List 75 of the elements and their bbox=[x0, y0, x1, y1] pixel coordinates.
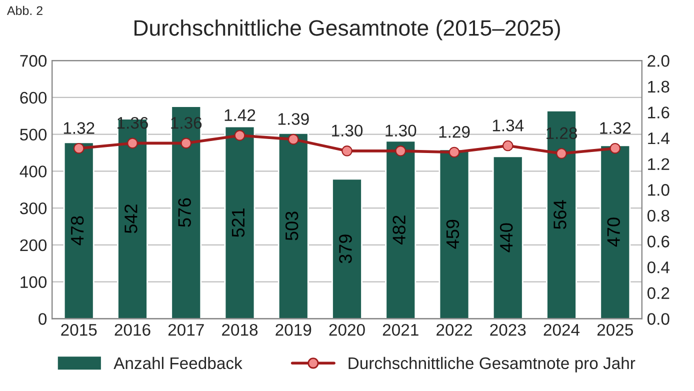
x-tick-label: 2021 bbox=[382, 324, 418, 336]
y2-tick-label: 1.2 bbox=[648, 158, 670, 170]
data-label: 1.34 bbox=[492, 120, 524, 132]
x-tick-label: 2025 bbox=[597, 324, 633, 336]
bar bbox=[224, 126, 256, 319]
y-tick-label: 200 bbox=[20, 239, 47, 252]
data-label: 459 bbox=[446, 220, 460, 249]
data-label: 1.30 bbox=[332, 124, 363, 137]
point bbox=[395, 146, 406, 156]
data-label: 1.32 bbox=[64, 122, 94, 134]
data-label: 576 bbox=[178, 198, 191, 227]
y-tick-label: 300 bbox=[20, 202, 47, 214]
bar bbox=[117, 118, 148, 319]
bar bbox=[332, 178, 362, 319]
x-tick-label: 2023 bbox=[490, 324, 526, 336]
x-tick-label: 2024 bbox=[544, 324, 580, 336]
point bbox=[73, 142, 84, 154]
data-label: 1.30 bbox=[386, 124, 416, 137]
y2-tick-label: 2.0 bbox=[648, 55, 670, 67]
data-label: 1.29 bbox=[439, 126, 470, 138]
y2-tick-label: 1.0 bbox=[648, 184, 670, 196]
data-label: 503 bbox=[285, 212, 298, 240]
y2-tick-label: 0.4 bbox=[647, 261, 670, 274]
legend-label: Anzahl Feedback bbox=[114, 356, 242, 370]
x-tick-label: 2022 bbox=[436, 324, 472, 336]
data-label: 478 bbox=[70, 216, 84, 246]
x-tick-label: 2020 bbox=[329, 324, 365, 336]
point bbox=[234, 130, 246, 141]
y-tick-label: 100 bbox=[20, 276, 47, 288]
data-label: 1.32 bbox=[600, 122, 631, 134]
bar bbox=[438, 148, 470, 319]
data-label: 1.42 bbox=[224, 109, 256, 121]
data-label: 542 bbox=[124, 204, 138, 234]
x-tick-label: 2017 bbox=[168, 324, 204, 336]
y2-tick-label: 0.2 bbox=[647, 287, 670, 300]
y-tick-label: 600 bbox=[20, 92, 47, 104]
data-label: 440 bbox=[500, 223, 513, 252]
y2-tick-label: 1.6 bbox=[648, 106, 670, 118]
point bbox=[180, 138, 192, 149]
bar bbox=[492, 156, 524, 319]
legend-label: Durchschnittliche Gesamtnote pro Jahr bbox=[348, 356, 636, 372]
y2-tick-label: 0.6 bbox=[647, 236, 670, 248]
x-tick-label: 2015 bbox=[61, 324, 97, 336]
x-tick-label: 2016 bbox=[114, 324, 150, 336]
point bbox=[502, 140, 514, 152]
data-label: 379 bbox=[339, 234, 352, 264]
point bbox=[448, 146, 460, 158]
bar bbox=[600, 144, 631, 319]
point bbox=[288, 134, 299, 145]
x-tick-label: 2018 bbox=[222, 324, 258, 336]
bar bbox=[278, 132, 309, 319]
point bbox=[342, 146, 352, 156]
y-tick-label: 0 bbox=[38, 313, 47, 325]
y2-tick-label: 0.0 bbox=[647, 313, 670, 325]
y2-tick-label: 1.8 bbox=[648, 80, 670, 93]
y-tick-label: 700 bbox=[20, 55, 47, 67]
x-tick-label: 2019 bbox=[276, 324, 312, 336]
y2-tick-label: 0.8 bbox=[647, 210, 670, 222]
data-label: 482 bbox=[392, 216, 406, 244]
data-label: 521 bbox=[232, 208, 245, 237]
data-label: 1.39 bbox=[278, 113, 309, 125]
bar bbox=[170, 106, 202, 319]
bar bbox=[385, 140, 416, 319]
data-label: 564 bbox=[554, 200, 566, 230]
data-label: 470 bbox=[607, 218, 620, 247]
y2-tick-label: 1.4 bbox=[648, 132, 670, 144]
bar bbox=[63, 142, 94, 319]
point bbox=[127, 138, 138, 149]
y-tick-label: 400 bbox=[20, 166, 47, 178]
point bbox=[610, 142, 621, 154]
bar bbox=[546, 110, 577, 319]
caption: Abb. 2 bbox=[6, 6, 42, 16]
chart-title: Durchschnittliche Gesamtnote (2015–2025) bbox=[134, 20, 560, 40]
y-tick-label: 500 bbox=[20, 128, 47, 141]
point bbox=[556, 148, 567, 159]
